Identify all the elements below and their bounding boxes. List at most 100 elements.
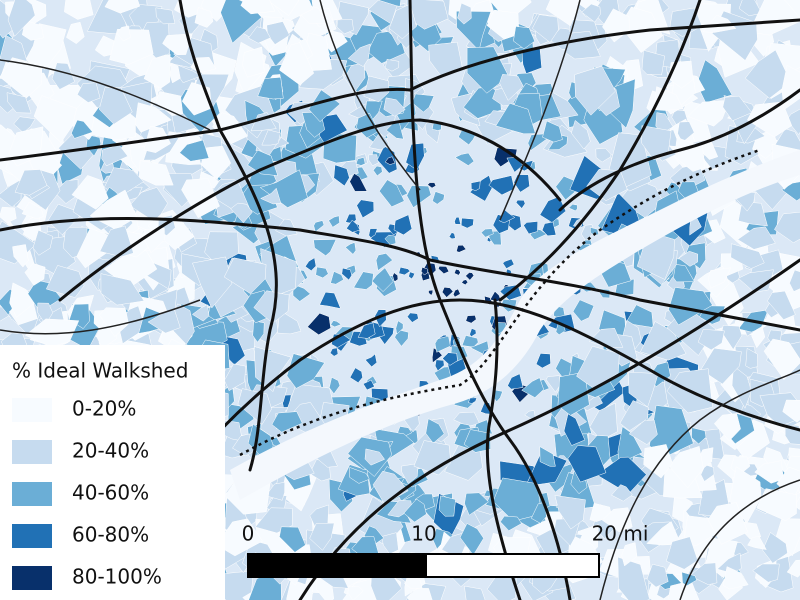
tract [767, 290, 796, 320]
tract [248, 26, 271, 44]
tract [628, 419, 658, 445]
tract [356, 199, 375, 219]
tract [344, 242, 357, 255]
tract [181, 178, 220, 219]
tract [104, 0, 141, 14]
tract [571, 119, 591, 150]
tract [371, 267, 394, 292]
tract [420, 266, 428, 276]
tract [640, 321, 687, 361]
tract [507, 373, 524, 390]
road [0, 216, 800, 332]
tract [468, 397, 478, 404]
tract [689, 562, 718, 585]
tract [611, 484, 633, 502]
tract [179, 139, 210, 162]
tract [425, 418, 445, 444]
tract [574, 65, 616, 116]
tract [495, 103, 536, 135]
tract [621, 542, 638, 567]
tract [754, 460, 784, 484]
tract [453, 269, 461, 276]
tract [513, 26, 536, 50]
tract [763, 338, 800, 380]
tract [572, 299, 595, 322]
legend-swatch [12, 524, 52, 548]
tract [336, 19, 354, 35]
tract [432, 123, 442, 131]
tract [261, 129, 281, 146]
tract [681, 571, 698, 586]
rail-line [239, 148, 761, 457]
scale-label: 0 [242, 522, 255, 546]
tract [177, 64, 202, 84]
tract [398, 266, 411, 276]
tract [333, 164, 350, 187]
legend-label: 60-80% [72, 523, 149, 547]
legend-swatch [12, 398, 52, 422]
tract [641, 49, 665, 76]
tract [595, 147, 613, 163]
tract [744, 49, 792, 99]
tract [271, 411, 303, 433]
tract [456, 244, 467, 253]
tract [673, 264, 695, 283]
tract [341, 267, 352, 281]
scale-label: 10 [411, 522, 436, 546]
tract [64, 0, 94, 20]
tract [32, 229, 54, 256]
tract [24, 263, 46, 286]
tract [702, 14, 737, 33]
tract [313, 220, 325, 233]
tract [155, 7, 176, 25]
tract [266, 21, 290, 45]
tract [240, 0, 276, 15]
tract [383, 97, 406, 117]
tract [568, 203, 578, 212]
tract [465, 272, 475, 281]
tract [461, 279, 469, 286]
tract [738, 0, 763, 17]
tract [230, 202, 253, 224]
tract [730, 243, 765, 269]
tract [722, 566, 749, 590]
tract [747, 535, 767, 550]
tract [411, 93, 435, 113]
tract [414, 493, 435, 511]
tract [535, 353, 551, 369]
tract [678, 250, 699, 267]
tract [386, 120, 404, 140]
tract [480, 228, 494, 238]
tract [596, 456, 647, 495]
tract [353, 271, 374, 290]
tract [532, 14, 559, 43]
tract [555, 321, 566, 336]
tract [250, 112, 277, 132]
tract [434, 359, 445, 372]
tract [775, 518, 800, 557]
tract [737, 226, 776, 250]
tract [76, 82, 101, 103]
tract [643, 444, 673, 479]
tract [721, 325, 743, 350]
tract [66, 21, 85, 45]
tract [786, 559, 800, 578]
tract [470, 180, 481, 191]
tract [499, 74, 524, 101]
legend-title: % Ideal Walkshed [12, 359, 188, 383]
scale-bar-white [425, 553, 600, 578]
tract [406, 588, 433, 600]
road [0, 18, 800, 162]
tract [646, 521, 682, 546]
tract [697, 329, 725, 351]
tract [502, 258, 515, 269]
tract [395, 320, 404, 335]
road [58, 118, 562, 302]
tract [349, 467, 370, 484]
tract [330, 271, 344, 285]
tract [286, 579, 314, 600]
tract [53, 179, 79, 204]
tract [586, 169, 628, 201]
tract [713, 413, 741, 442]
tract [14, 169, 48, 196]
